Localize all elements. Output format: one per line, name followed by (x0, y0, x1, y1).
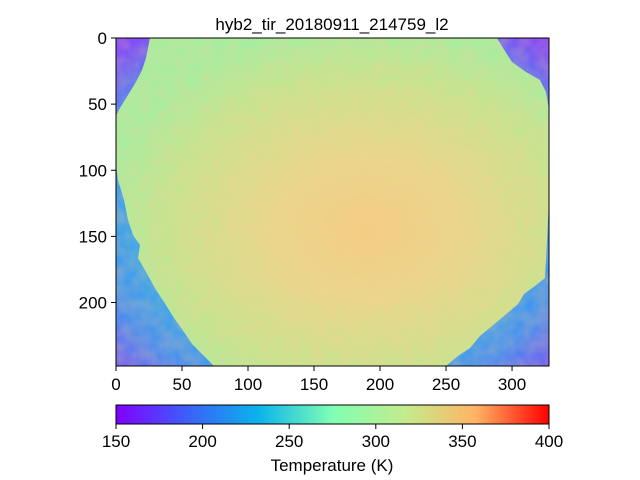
colorbar-label: Temperature (K) (271, 456, 394, 475)
x-tick-label: 0 (111, 375, 120, 394)
colorbar-tick-label: 350 (448, 432, 476, 451)
y-tick-label: 150 (79, 227, 107, 246)
colorbar (115, 404, 550, 425)
y-tick-label: 100 (79, 161, 107, 180)
colorbar-tick-label: 250 (275, 432, 303, 451)
image-frame (115, 37, 550, 367)
x-tick-label: 200 (366, 375, 394, 394)
plot-title: hyb2_tir_20180911_214759_l2 (215, 15, 448, 34)
y-tick-label: 200 (79, 294, 107, 313)
x-tick-label: 150 (300, 375, 328, 394)
colorbar-tick-label: 150 (102, 432, 130, 451)
x-tick-label: 50 (173, 375, 192, 394)
surface-texture (116, 38, 549, 366)
x-tick-label: 100 (234, 375, 262, 394)
x-tick-label: 300 (498, 375, 526, 394)
colorbar-tick-label: 200 (188, 432, 216, 451)
x-tick-label: 250 (432, 375, 460, 394)
y-tick-label: 50 (88, 95, 107, 114)
thermal-image (116, 38, 549, 366)
colorbar-tick-label: 300 (362, 432, 390, 451)
y-axis: 0 50 100 150 200 (79, 29, 116, 313)
x-axis: 0 50 100 150 200 250 300 (111, 366, 526, 394)
y-tick-label: 0 (98, 29, 107, 48)
colorbar-tick-label: 400 (535, 432, 563, 451)
colorbar-axis: 150 200 250 300 350 400 (102, 424, 563, 451)
